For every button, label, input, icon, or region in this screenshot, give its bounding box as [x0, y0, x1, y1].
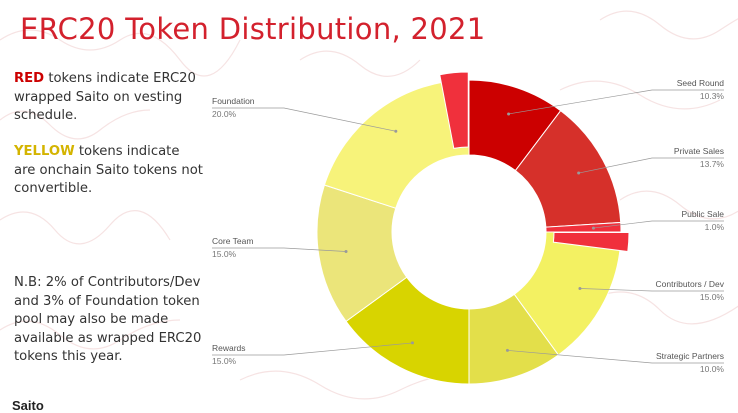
- note-nb: N.B: 2% of Contributors/Dev and 3% of Fo…: [14, 275, 202, 364]
- label-seed-round: Seed Round: [677, 78, 725, 88]
- saito-logo: Saito: [12, 398, 44, 413]
- leader-dot-foundation: [394, 129, 398, 133]
- leader-dot-contributors-dev: [578, 287, 582, 291]
- yellow-note-text: tokens indicate are onchain Saito tokens…: [14, 144, 203, 196]
- leader-dot-seed-round: [507, 112, 511, 116]
- value-label-foundation: 20.0%: [212, 109, 237, 119]
- label-foundation: Foundation: [212, 96, 255, 106]
- value-label-public-sale: 1.0%: [705, 222, 725, 232]
- label-contributors-dev: Contributors / Dev: [656, 279, 725, 289]
- value-label-rewards: 15.0%: [212, 356, 237, 366]
- leader-line-rewards: [212, 342, 413, 356]
- leader-line-foundation: [212, 107, 396, 132]
- leader-line-public-sale: [593, 220, 724, 229]
- value-label-seed-round: 10.3%: [700, 91, 725, 101]
- red-note-text: tokens indicate ERC20 wrapped Saito on v…: [14, 71, 196, 123]
- leader-dot-public-sale: [591, 226, 595, 230]
- leader-line-seed-round: [508, 89, 724, 115]
- leader-dot-rewards: [410, 341, 414, 345]
- page-title: ERC20 Token Distribution, 2021: [20, 12, 486, 46]
- leader-dot-strategic-partners: [505, 348, 509, 352]
- leader-line-strategic-partners: [507, 350, 724, 364]
- leader-line-private-sales: [578, 157, 724, 174]
- label-public-sale: Public Sale: [681, 209, 724, 219]
- label-rewards: Rewards: [212, 343, 246, 353]
- label-core-team: Core Team: [212, 236, 253, 246]
- value-label-contributors-dev: 15.0%: [700, 292, 725, 302]
- note-red-tokens: RED tokens indicate ERC20 wrapped Saito …: [14, 70, 204, 126]
- leader-line-core-team: [212, 247, 347, 252]
- note-yellow-tokens: YELLOW tokens indicate are onchain Saito…: [14, 143, 204, 199]
- highlight-wedge-contributors-dev: [552, 232, 630, 253]
- leader-dot-private-sales: [577, 171, 581, 175]
- label-private-sales: Private Sales: [674, 146, 724, 156]
- value-label-strategic-partners: 10.0%: [700, 364, 725, 374]
- label-strategic-partners: Strategic Partners: [656, 351, 724, 361]
- highlight-wedge-foundation: [439, 71, 469, 149]
- value-label-core-team: 15.0%: [212, 249, 237, 259]
- value-label-private-sales: 13.7%: [700, 159, 725, 169]
- yellow-keyword: YELLOW: [14, 144, 75, 159]
- red-keyword: RED: [14, 71, 45, 86]
- leader-line-contributors-dev: [579, 288, 724, 292]
- leader-dot-core-team: [344, 249, 348, 253]
